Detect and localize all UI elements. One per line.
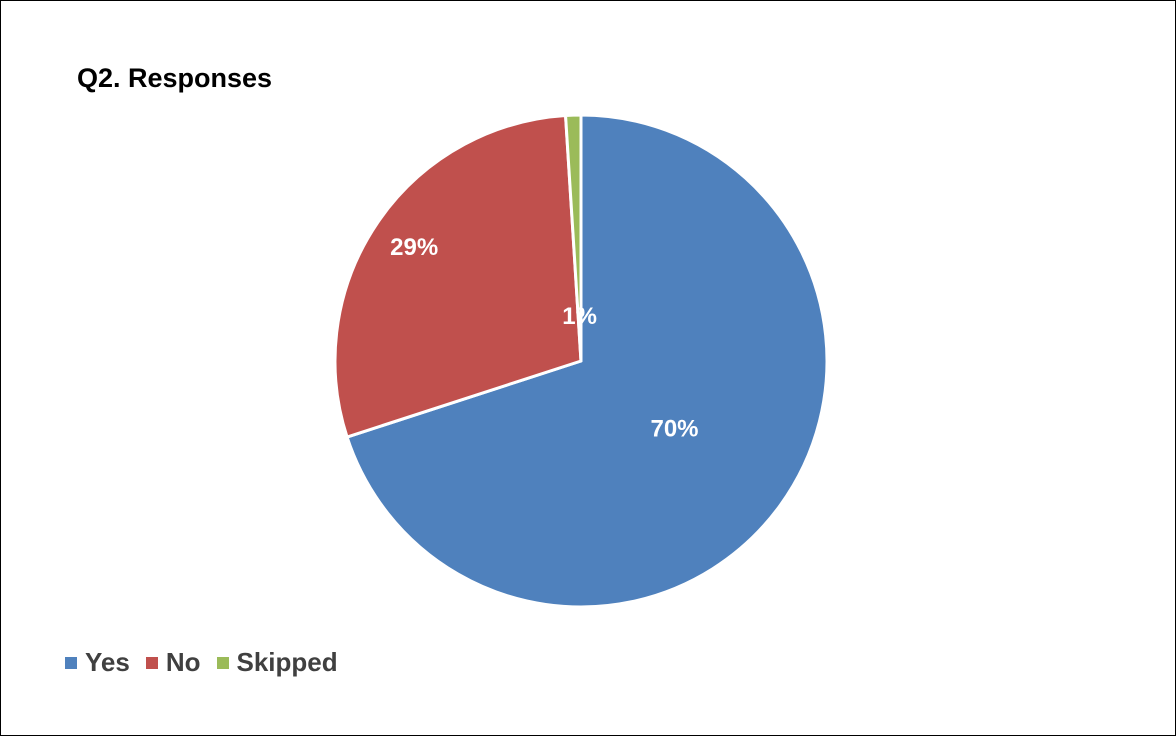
pie-slice-skipped: [564, 113, 583, 363]
legend-label-skipped: Skipped: [236, 647, 338, 677]
legend-item-no: No: [145, 647, 201, 678]
legend: Yes No Skipped: [65, 647, 354, 678]
data-label-yes: 70%: [650, 416, 698, 443]
chart-title: Q2. Responses: [77, 63, 273, 93]
data-label-no: 29%: [390, 234, 438, 261]
legend-label-no: No: [165, 647, 201, 677]
legend-label-yes: Yes: [85, 647, 130, 677]
data-label-skipped: 1%: [562, 303, 597, 330]
pie-slice-yes: [345, 113, 829, 609]
legend-item-yes: Yes: [65, 647, 130, 678]
legend-swatch-yes: [65, 656, 77, 669]
legend-item-skipped: Skipped: [216, 647, 338, 678]
legend-swatch-skipped: [216, 656, 229, 669]
legend-swatch-no: [145, 656, 158, 669]
pie-slice-no: [333, 113, 583, 439]
